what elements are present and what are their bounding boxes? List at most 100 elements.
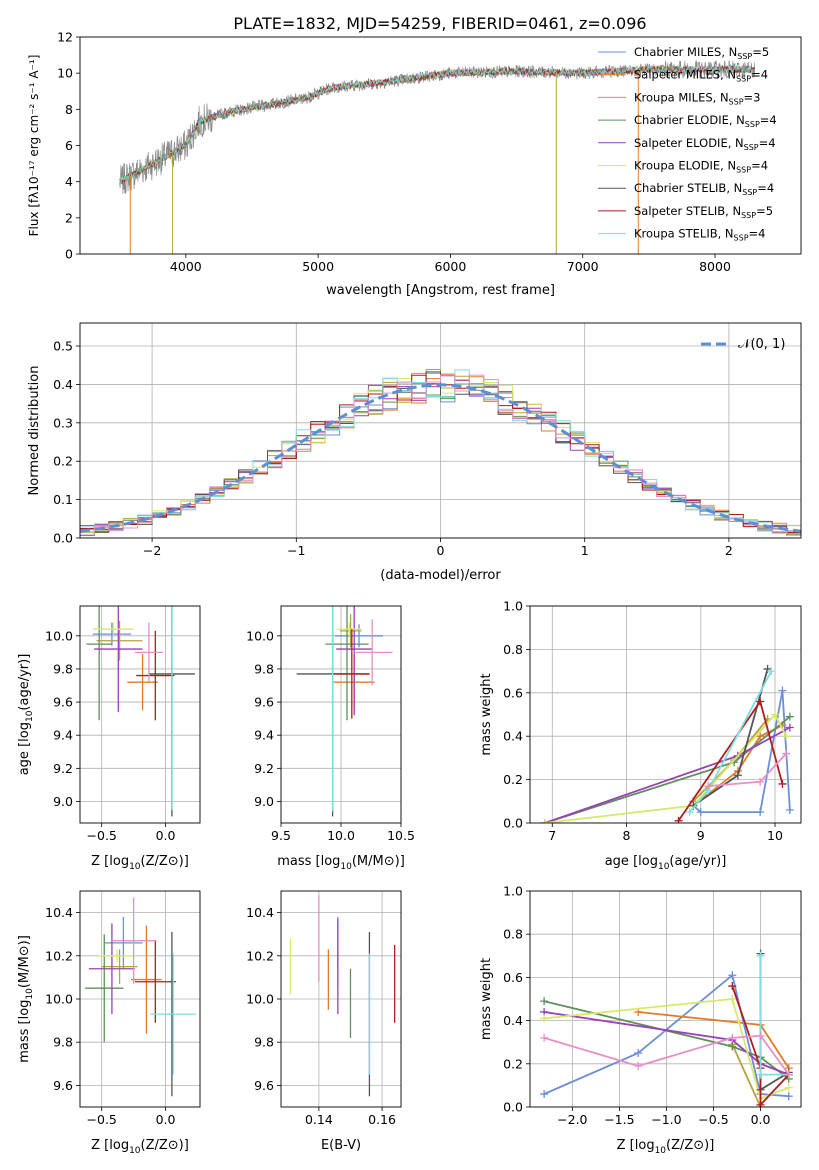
legend-subscript: SSP (744, 143, 759, 152)
x-tick-label: 2 (725, 543, 733, 558)
y-tick-label: 9.8 (254, 1035, 274, 1050)
data-point (104, 916, 143, 969)
axes-frame (529, 890, 802, 1108)
figure-title: PLATE=1832, MJD=54259, FIBERID=0461, z=0… (233, 14, 646, 33)
x-tick-label: −2 (143, 543, 161, 558)
legend-suffix: =5 (756, 204, 773, 218)
plus-marker (540, 1090, 549, 1099)
y-tick-label: 0.8 (503, 927, 523, 942)
plus-marker (728, 971, 737, 980)
y-tick-label: 4 (65, 174, 73, 189)
mass-weight-series (704, 749, 791, 791)
plus-marker (756, 1100, 765, 1107)
legend-entry: Kroupa ELODIE, NSSP=4 (634, 159, 768, 175)
x-tick-label: 7 (548, 828, 556, 843)
y-tick-label: 10 (57, 66, 73, 81)
spectrum-plot-area (119, 60, 756, 254)
plus-marker (756, 777, 765, 786)
y-tick-label: 9.2 (254, 761, 274, 776)
plus-marker (784, 1083, 793, 1092)
x-tick-label: −1.5 (604, 1112, 634, 1127)
plus-marker (782, 749, 791, 758)
y-tick-label: 0.6 (503, 685, 523, 700)
plus-marker (728, 982, 737, 991)
residuals-plot-area (80, 323, 801, 538)
mass-vs-Z-axes: −0.5 0.0 9.6 9.8 10.0 10.2 10.4 Z [log10(Z/Z⊙)]… (17, 890, 201, 1156)
plus-marker (756, 951, 765, 960)
y-tick-label: 9.6 (53, 1078, 73, 1093)
y-tick-label: 9.6 (254, 1078, 274, 1093)
data-point (96, 620, 143, 661)
legend-subscript: SSP (737, 52, 752, 61)
series-line (731, 1044, 762, 1107)
data-point (110, 897, 157, 984)
mass-weight-series (540, 712, 794, 823)
legend-label: Kroupa MILES, N (634, 90, 729, 104)
y-axis-label: Normed distribution (27, 366, 42, 496)
y-tick-label: 0.8 (503, 642, 523, 657)
y-tick-label: 10.4 (45, 905, 73, 920)
mass-vs-ebv-axes: 0.14 0.16 9.6 9.8 10.0 10.2 10.4 E(B-V) (246, 890, 402, 1153)
mass-vs-ebv-plot-area (281, 891, 401, 1107)
legend-suffix: =4 (757, 181, 774, 195)
x-tick-label: −0.5 (87, 828, 117, 843)
x-tick-label: 1 (581, 543, 589, 558)
y-tick-label: 0.0 (503, 816, 523, 831)
mass-weight-vs-Z-plot-area (530, 891, 801, 1107)
y-axis-label: mass [log10(M/M⊙)] (17, 935, 35, 1063)
plus-marker (771, 710, 780, 719)
y-tick-label: 0.0 (53, 531, 73, 546)
y-tick-label: 0.4 (503, 1013, 523, 1028)
legend-entry: Chabrier STELIB, NSSP=4 (634, 181, 774, 197)
legend-subscript: SSP (734, 234, 749, 243)
legend-label: Salpeter MILES, N (634, 68, 736, 82)
axes-frame (79, 890, 201, 1108)
legend-entry: Salpeter MILES, NSSP=4 (634, 68, 768, 84)
y-axis-label: Flux [fλ10⁻¹⁷ erg cm⁻² s⁻¹ A⁻¹] (27, 55, 41, 237)
legend-subscript: SSP (736, 166, 751, 175)
data-point (92, 622, 134, 636)
plus-marker (784, 1092, 793, 1101)
axes-frame (280, 890, 402, 1108)
mass-weight-series (689, 714, 772, 806)
y-tick-label: 10.2 (246, 948, 274, 963)
plus-marker (728, 1033, 737, 1042)
plus-marker (733, 771, 742, 780)
y-tick-label: 0 (65, 247, 73, 262)
data-point (127, 654, 158, 711)
model-spectrum-line (119, 65, 756, 186)
legend-entry: Kroupa STELIB, NSSP=4 (634, 227, 765, 243)
legend-label: Chabrier STELIB, N (634, 181, 742, 195)
data-point (336, 606, 373, 716)
y-tick-label: 0.5 (53, 339, 73, 354)
y-tick-label: 9.6 (254, 695, 274, 710)
legend-label: Kroupa ELODIE, N (634, 159, 736, 173)
data-point (101, 949, 138, 984)
x-tick-label: 0.14 (305, 1112, 333, 1127)
plus-marker (756, 697, 765, 706)
data-point (325, 606, 369, 721)
x-axis-label: (data-model)/error (380, 568, 501, 583)
y-tick-label: 0.2 (53, 454, 73, 469)
x-tick-label: 6000 (435, 259, 467, 274)
age-vs-Z-axes: −0.5 0.0 9.0 9.2 9.4 9.6 9.8 10.0 Z [log10(Z/Z⊙)… (17, 605, 201, 872)
y-tick-label: 9.8 (254, 661, 274, 676)
legend-label: Chabrier ELODIE, N (634, 113, 745, 127)
y-tick-label: 10.2 (45, 948, 73, 963)
x-tick-label: 7000 (567, 259, 599, 274)
series-line (544, 716, 791, 823)
mass-weight-series (540, 1031, 793, 1079)
plus-marker (540, 1033, 549, 1042)
legend-label: Salpeter STELIB, N (634, 204, 741, 218)
data-point (331, 606, 334, 812)
x-tick-label: 10 (767, 828, 783, 843)
legend-entry: Chabrier ELODIE, NSSP=4 (634, 113, 777, 129)
plus-marker (756, 808, 765, 817)
y-tick-label: 9.4 (254, 728, 274, 743)
mass-weight-vs-age-plot-area (530, 606, 801, 823)
x-tick-label: 5000 (302, 259, 334, 274)
x-tick-label: 9.5 (271, 828, 291, 843)
x-tick-label: 10.5 (387, 828, 415, 843)
y-tick-label: 0.2 (503, 1056, 523, 1071)
legend-subscript: SSP (741, 211, 756, 220)
